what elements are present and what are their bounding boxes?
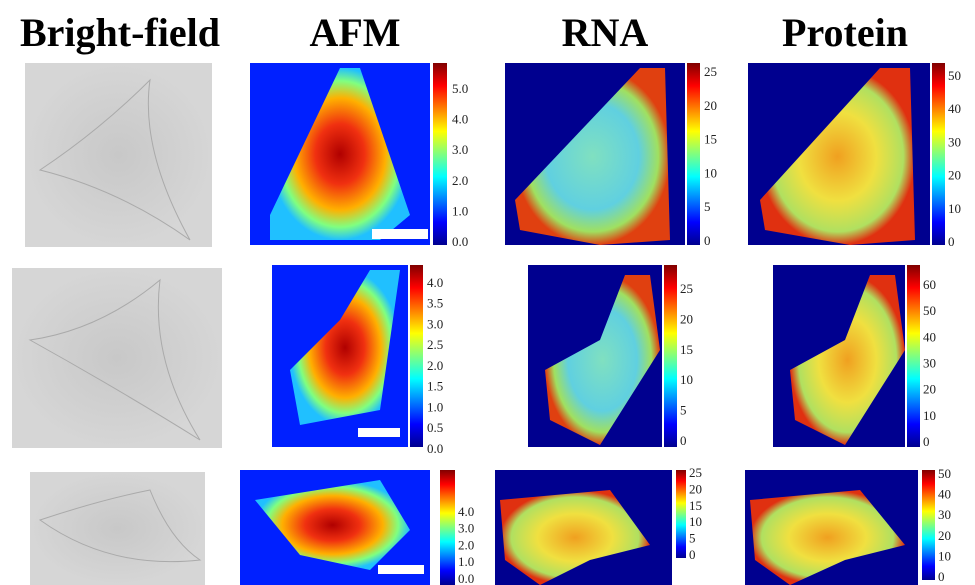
colorbar-tick-label: 60: [923, 277, 936, 292]
colorbar-tick-label: 2.0: [452, 173, 468, 188]
colorbar-tick-label: 25: [704, 64, 717, 79]
colorbar-tick-label: 0: [948, 234, 955, 249]
colorbar-tick-label: 0.0: [452, 234, 468, 249]
colorbar: [687, 63, 700, 245]
colorbar-tick-label: 20: [680, 311, 693, 326]
body: {"headers": ["Bright-field", "AFM", "RNA…: [0, 0, 975, 585]
colorbar: [433, 63, 447, 245]
colorbar-tick-label: 20: [923, 382, 936, 397]
colorbar-tick-label: 0.0: [427, 441, 443, 456]
colorbar-tick-label: 0: [923, 434, 930, 449]
colorbar-tick-label: 3.0: [427, 316, 443, 331]
colorbar-tick-label: 1.0: [452, 203, 468, 218]
column-header: AFM: [309, 10, 400, 55]
column-headers: Bright-field AFM RNA Protein: [20, 10, 908, 55]
colorbar-tick-label: 15: [689, 498, 702, 513]
column-header: Bright-field: [20, 10, 220, 55]
colorbar-tick-label: 4.0: [452, 112, 468, 127]
brightfield-image: [12, 268, 222, 448]
scale-bar: [358, 428, 400, 437]
colorbar-tick-label: 10: [704, 165, 717, 180]
colorbar-tick-label: 0: [680, 433, 687, 448]
row: [30, 470, 935, 585]
colorbar-tick-label: 50: [948, 68, 961, 83]
colorbar-tick-label: 0.5: [427, 420, 443, 435]
colorbar-tick-label: 10: [948, 201, 961, 216]
colorbar-tick-label: 5: [704, 199, 711, 214]
colorbar: [922, 470, 935, 580]
colorbar: [676, 470, 686, 558]
scale-bar: [372, 229, 428, 239]
colorbar-tick-label: 40: [923, 329, 936, 344]
colorbar-tick-label: 1.5: [427, 379, 443, 394]
colorbar-tick-label: 50: [938, 466, 951, 481]
colorbar-tick-label: 5.0: [452, 81, 468, 96]
colorbar-tick-label: 10: [689, 514, 702, 529]
colorbar-tick-label: 20: [938, 528, 951, 543]
colorbar-tick-label: 5: [689, 531, 696, 546]
colorbar: [907, 265, 920, 447]
colorbar-tick-label: 5: [680, 403, 687, 418]
colorbar-tick-label: 2.0: [458, 537, 474, 552]
colorbar-tick-label: 1.0: [458, 554, 474, 569]
colorbar-tick-label: 25: [680, 281, 693, 296]
colorbar-tick-label: 3.5: [427, 296, 443, 311]
colorbar-tick-label: 50: [923, 303, 936, 318]
colorbar-tick-label: 30: [948, 134, 961, 149]
colorbar: [410, 265, 423, 447]
brightfield-image: [25, 63, 212, 247]
colorbar-tick-label: 0.0: [458, 571, 474, 585]
colorbar-tick-label: 0: [704, 233, 711, 248]
row: [25, 63, 945, 247]
colorbar-tick-label: 10: [923, 408, 936, 423]
colorbar-tick-label: 4.0: [427, 275, 443, 290]
row: [12, 265, 920, 448]
colorbar-tick-label: 2.5: [427, 337, 443, 352]
colorbar: [664, 265, 677, 447]
figure: Bright-field AFM RNA Protein: [0, 0, 975, 585]
colorbar-tick-label: 15: [680, 342, 693, 357]
column-header: RNA: [562, 10, 649, 55]
colorbar-tick-label: 20: [948, 168, 961, 183]
colorbar-tick-label: 30: [938, 507, 951, 522]
colorbar-tick-label: 2.0: [427, 358, 443, 373]
colorbar-tick-label: 4.0: [458, 504, 474, 519]
colorbar-tick-label: 1.0: [427, 399, 443, 414]
colorbar-tick-label: 10: [680, 372, 693, 387]
colorbar-tick-label: 20: [704, 98, 717, 113]
page: body { margin: 0; width: 975px; height: …: [0, 0, 975, 585]
colorbar-tick-label: 30: [923, 355, 936, 370]
colorbar-tick-label: 40: [938, 487, 951, 502]
colorbar-tick-label: 3.0: [458, 521, 474, 536]
colorbar-tick-label: 3.0: [452, 142, 468, 157]
colorbar-tick-label: 0: [938, 569, 945, 584]
colorbar-tick-label: 25: [689, 465, 702, 480]
scale-bar: [378, 565, 424, 574]
column-header: Protein: [782, 10, 908, 55]
colorbar-tick-label: 15: [704, 132, 717, 147]
colorbar: [440, 470, 455, 585]
brightfield-image: [30, 472, 205, 585]
colorbar-tick-label: 40: [948, 101, 961, 116]
colorbar: [932, 63, 945, 245]
colorbar-tick-label: 0: [689, 547, 696, 562]
colorbar-tick-label: 10: [938, 548, 951, 563]
colorbar-tick-label: 20: [689, 481, 702, 496]
